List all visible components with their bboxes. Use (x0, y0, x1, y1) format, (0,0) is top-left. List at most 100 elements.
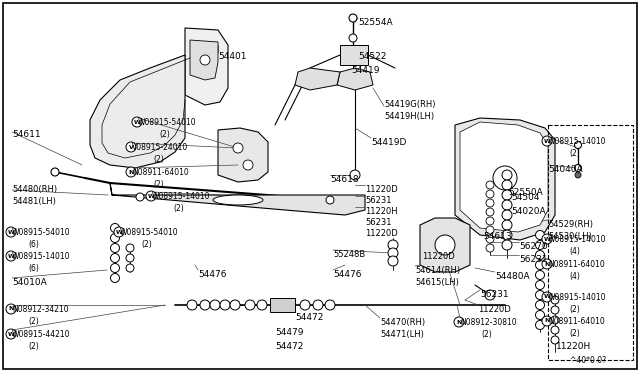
Circle shape (536, 231, 545, 240)
Circle shape (542, 316, 552, 326)
Circle shape (536, 270, 545, 279)
Text: 54419H(LH): 54419H(LH) (384, 112, 434, 121)
Text: 54401: 54401 (218, 52, 246, 61)
Circle shape (486, 226, 494, 234)
Circle shape (536, 280, 545, 289)
Circle shape (542, 292, 552, 302)
Circle shape (111, 244, 120, 253)
Text: N: N (544, 318, 550, 324)
Circle shape (349, 14, 357, 22)
Text: 54618: 54618 (330, 175, 358, 184)
Text: 11220D: 11220D (365, 185, 397, 194)
Text: 54419D: 54419D (371, 138, 406, 147)
Circle shape (536, 291, 545, 299)
Text: N: N (456, 320, 461, 324)
Circle shape (126, 167, 136, 177)
Circle shape (243, 160, 253, 170)
Polygon shape (185, 28, 228, 105)
Text: 11220H: 11220H (365, 207, 397, 216)
Text: 54476: 54476 (333, 270, 362, 279)
Text: W08915-14010: W08915-14010 (152, 192, 211, 201)
Circle shape (502, 190, 512, 200)
Text: (2): (2) (173, 204, 184, 213)
Circle shape (132, 117, 142, 127)
Text: 54472: 54472 (295, 313, 323, 322)
Text: (2): (2) (569, 329, 580, 338)
Text: 56231: 56231 (519, 255, 548, 264)
Circle shape (136, 193, 144, 201)
Polygon shape (190, 40, 218, 80)
Circle shape (454, 317, 464, 327)
Circle shape (536, 321, 545, 330)
Text: W: W (543, 237, 550, 241)
Circle shape (536, 260, 545, 269)
Circle shape (126, 142, 136, 152)
Circle shape (388, 256, 398, 266)
Circle shape (486, 208, 494, 216)
Text: N: N (128, 170, 134, 174)
Circle shape (551, 296, 559, 304)
Circle shape (435, 235, 455, 255)
Circle shape (536, 241, 545, 250)
Circle shape (542, 234, 552, 244)
Text: (4): (4) (569, 272, 580, 281)
Text: W: W (8, 331, 15, 337)
Text: W: W (8, 253, 15, 259)
Text: 11220D: 11220D (478, 305, 511, 314)
Circle shape (551, 336, 559, 344)
Text: 54529(RH): 54529(RH) (548, 220, 593, 229)
Polygon shape (455, 118, 555, 240)
Circle shape (326, 196, 334, 204)
Circle shape (486, 199, 494, 207)
Text: W08915-14010: W08915-14010 (548, 235, 607, 244)
Text: 11220D: 11220D (422, 252, 455, 261)
Polygon shape (218, 128, 268, 182)
Circle shape (114, 227, 124, 237)
Circle shape (485, 290, 495, 300)
Text: V08915-24010: V08915-24010 (132, 143, 188, 152)
Circle shape (126, 244, 134, 252)
Text: W08915-54010: W08915-54010 (138, 118, 196, 127)
Polygon shape (295, 68, 340, 90)
Circle shape (551, 326, 559, 334)
Circle shape (187, 300, 197, 310)
Text: 54480(RH): 54480(RH) (12, 185, 57, 194)
Text: ^40*0 0?: ^40*0 0? (570, 356, 606, 365)
Circle shape (502, 170, 512, 180)
Text: 54470(RH): 54470(RH) (380, 318, 425, 327)
Text: (2): (2) (159, 130, 170, 139)
Circle shape (575, 141, 582, 148)
Text: 11220D: 11220D (365, 229, 397, 238)
Text: 54479: 54479 (275, 328, 303, 337)
Circle shape (51, 168, 59, 176)
Circle shape (111, 253, 120, 263)
Circle shape (536, 311, 545, 320)
Text: (2): (2) (153, 180, 164, 189)
Circle shape (536, 250, 545, 260)
Text: W: W (148, 193, 154, 199)
Text: 54481(LH): 54481(LH) (12, 197, 56, 206)
Polygon shape (90, 55, 185, 168)
Bar (548, 125, 633, 360)
Text: 52550A: 52550A (508, 188, 543, 197)
Circle shape (502, 240, 512, 250)
Circle shape (486, 181, 494, 189)
Text: N08912-30810: N08912-30810 (460, 318, 516, 327)
Circle shape (350, 170, 360, 180)
Circle shape (502, 180, 512, 190)
Circle shape (486, 217, 494, 225)
Text: 56231: 56231 (365, 196, 392, 205)
Bar (548, 125, 633, 360)
Circle shape (111, 263, 120, 273)
Circle shape (502, 230, 512, 240)
Text: (2): (2) (141, 240, 152, 249)
Circle shape (313, 300, 323, 310)
Circle shape (536, 301, 545, 310)
Circle shape (210, 300, 220, 310)
Circle shape (200, 300, 210, 310)
Text: (6): (6) (28, 240, 39, 249)
Text: W08915-54010: W08915-54010 (12, 228, 70, 237)
Circle shape (6, 227, 16, 237)
Circle shape (126, 254, 134, 262)
Text: 56231: 56231 (365, 218, 392, 227)
